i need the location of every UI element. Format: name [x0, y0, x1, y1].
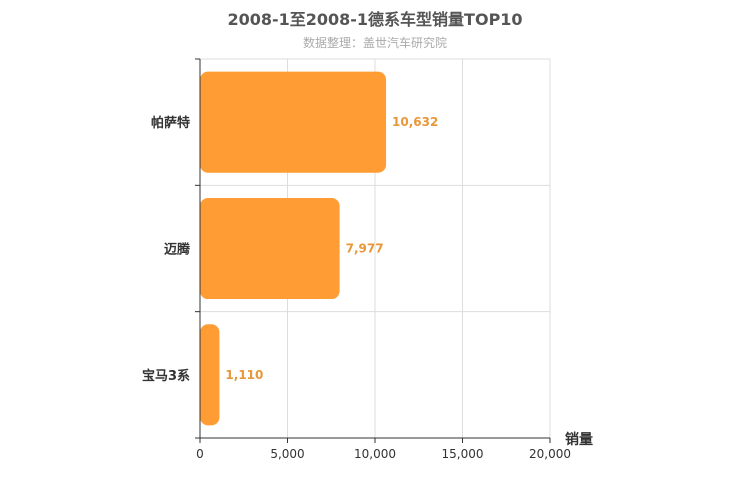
- bar-value-label: 1,110: [225, 368, 263, 382]
- bars: [200, 71, 387, 426]
- x-tick-label: 10,000: [354, 447, 396, 461]
- bar-value-label: 7,977: [346, 242, 384, 256]
- x-axis-title: 销量: [565, 431, 593, 448]
- bar: [200, 71, 387, 173]
- chart-title: 2008-1至2008-1德系车型销量TOP10: [227, 10, 523, 29]
- x-tick-label: 20,000: [529, 447, 571, 461]
- bar: [200, 324, 220, 426]
- bar: [200, 197, 340, 300]
- axes: [195, 58, 551, 443]
- x-tick-label: 15,000: [442, 447, 484, 461]
- chart-subtitle: 数据整理：盖世汽车研究院: [302, 36, 447, 50]
- category-label: 帕萨特: [151, 115, 190, 131]
- bar-value-label: 10,632: [392, 115, 438, 129]
- category-label: 迈腾: [164, 242, 191, 258]
- category-label: 宝马3系: [142, 368, 190, 384]
- labels: 10,632 帕萨特 7,977 迈腾 1,110 宝马3系 0 5,000 10,000 15,…: [142, 115, 593, 461]
- x-tick-label: 0: [196, 447, 204, 461]
- x-tick-label: 5,000: [270, 447, 304, 461]
